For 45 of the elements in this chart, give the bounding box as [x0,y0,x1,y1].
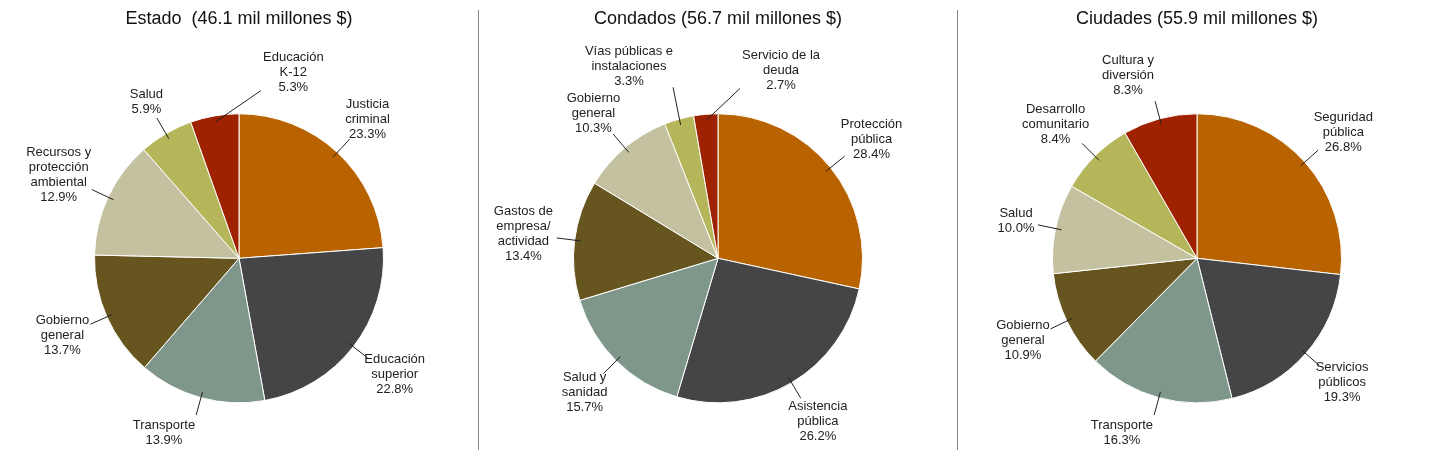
data-label: 28.4% [853,146,891,162]
slice-label: Educación K-12 [263,48,324,79]
data-label: 13.4% [504,247,543,263]
data-label: 10.9% [1004,346,1042,362]
slice-label: Transporte [132,417,196,433]
data-label: 23.3% [349,126,387,142]
slice-label: Servicios públicos [1315,359,1369,390]
slice-label: Transporte [1090,417,1154,433]
slice-label: Gobierno general [996,316,1050,347]
slice-label: Salud [999,205,1033,221]
slice-label: Cultura y diversión [1102,52,1155,83]
data-label: 3.3% [614,73,645,89]
slice-label: Protección pública [840,116,903,147]
data-label: 8.3% [1113,82,1144,98]
slice-label: Gastos de empresa/ actividad [493,202,554,248]
data-label: 12.9% [40,189,78,205]
chart-title: Condados (56.7 mil millones $) [593,7,843,28]
data-label: 13.7% [43,341,82,357]
data-label: 15.7% [566,398,604,414]
slice-label: Salud [129,85,164,101]
slice-label: Justicia criminal [345,96,391,127]
chart-title: Ciudades (55.9 mil millones $) [1075,7,1319,28]
data-label: 16.3% [1103,432,1141,448]
data-label: 10.0% [997,220,1035,236]
data-label: 22.8% [376,380,414,396]
data-label: 13.9% [145,432,183,448]
data-label: 8.4% [1040,131,1071,147]
slice-label: Desarrollo comunitario [1021,101,1090,132]
data-label: 5.3% [278,78,309,94]
data-label: 10.3% [574,120,613,136]
slice-label: Vías públicas e instalaciones [584,43,674,74]
slice-label: Salud y sanidad [561,368,608,399]
slice-label: Servicio de la deuda [742,46,821,77]
data-label: 26.8% [1324,139,1363,154]
slice-label: Gobierno general [566,90,621,121]
data-label: 2.7% [766,76,797,92]
chart-title: Estado (46.1 mil millones $) [125,7,353,28]
data-label: 5.9% [131,100,162,116]
slice-label: Educación superior [364,350,426,381]
slice-label: Gobierno general [35,311,90,342]
slice-label: Seguridad pública [1313,109,1373,139]
slice-label: Recursos y protección ambiental [26,144,92,190]
slice-label: Asistencia pública [788,397,849,428]
data-label: 26.2% [799,427,837,443]
data-label: 19.3% [1323,389,1361,405]
